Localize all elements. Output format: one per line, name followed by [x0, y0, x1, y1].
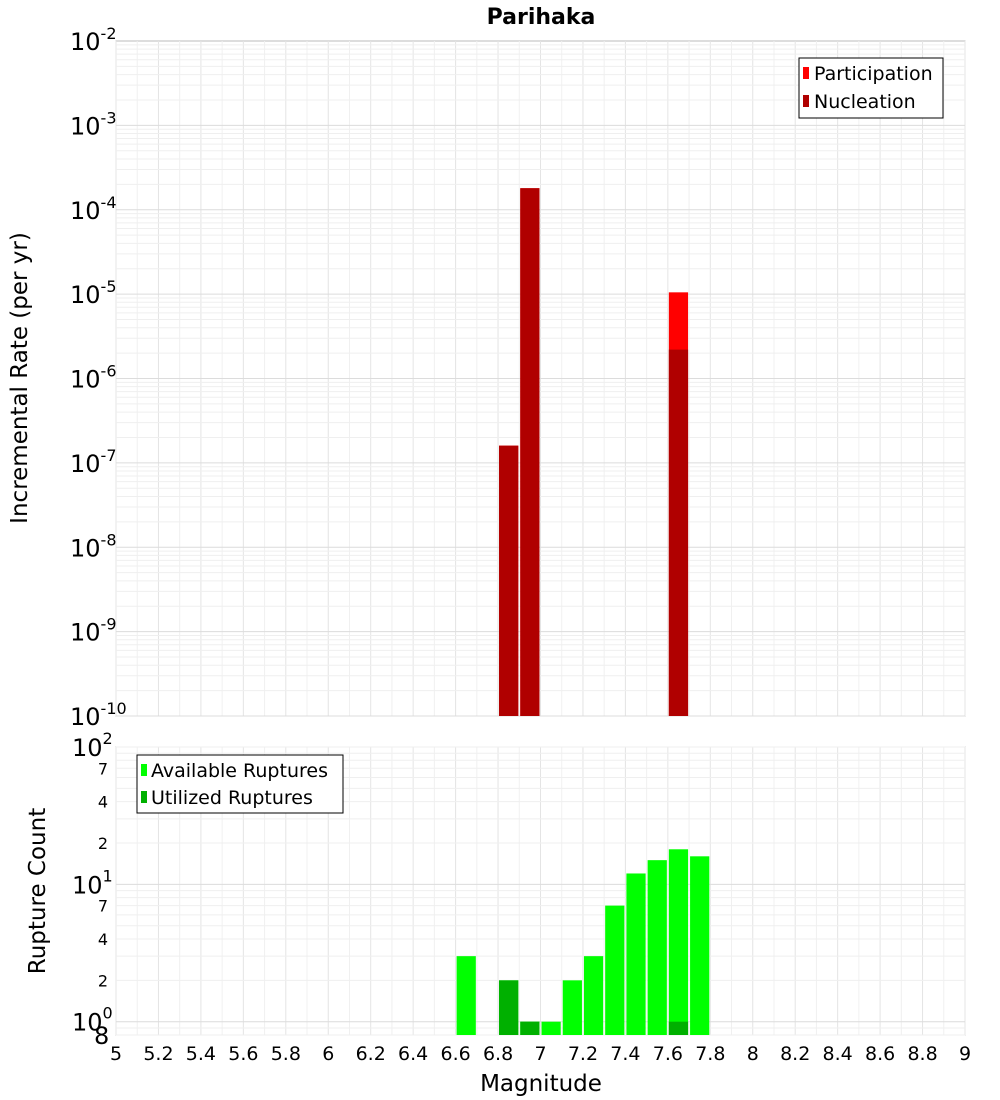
- bar-nucleation-6.85: [499, 445, 519, 716]
- x-tick-label: 7.2: [568, 1043, 598, 1065]
- chart-title: Parihaka: [487, 5, 596, 30]
- x-tick-label: 9: [959, 1043, 971, 1065]
- y-tick-label: 10-9: [70, 615, 117, 647]
- bottom-bars: [456, 849, 710, 1035]
- bar-available-ruptures-7.05: [541, 1021, 561, 1035]
- top-gridlines: [115, 41, 966, 717]
- x-tick-label: 8: [747, 1043, 759, 1065]
- x-axis-label: Magnitude: [480, 1071, 602, 1097]
- y-tick-label: 10-8: [70, 530, 117, 562]
- y-tick-label: 102: [72, 729, 113, 762]
- bar-nucleation-7.65: [668, 349, 689, 716]
- top-legend: Participation Nucleation: [798, 57, 944, 119]
- x-tick-label: 5.6: [228, 1043, 258, 1065]
- y-tick-label: 10-5: [70, 277, 117, 309]
- legend-label-available-ruptures: Available Ruptures: [151, 760, 328, 782]
- x-tick-label: 7.6: [653, 1043, 683, 1065]
- y-tick-label: 10-6: [70, 362, 117, 394]
- y-tick-label: 4: [98, 930, 108, 949]
- legend-swatch-utilized-ruptures: [141, 791, 147, 803]
- bar-available-ruptures-7.35: [605, 905, 625, 1035]
- y-tick-label: 10-7: [70, 446, 117, 478]
- legend-swatch-participation: [803, 67, 809, 79]
- x-tick-label: 8.2: [780, 1043, 810, 1065]
- bar-utilized-ruptures-6.85: [499, 980, 519, 1035]
- top-bars: [499, 188, 689, 717]
- y-tick-label: 2: [98, 834, 108, 853]
- top-legend-box: [798, 57, 944, 119]
- bar-available-ruptures-6.65: [456, 956, 476, 1035]
- legend-swatch-nucleation: [803, 95, 809, 107]
- y-tick-label: 2: [98, 971, 108, 990]
- legend-label-participation: Participation: [814, 63, 933, 85]
- x-tick-label: 8.6: [865, 1043, 895, 1065]
- bar-available-ruptures-7.15: [562, 980, 582, 1035]
- top-y-axis-label: Incremental Rate (per yr): [7, 232, 33, 524]
- legend-swatch-available-ruptures: [141, 764, 147, 776]
- bottom-y-axis-label: Rupture Count: [25, 808, 51, 974]
- y-tick-label: 10-4: [70, 193, 117, 225]
- y-tick-label: 10-2: [70, 24, 117, 56]
- x-tick-label: 6.8: [483, 1043, 513, 1065]
- y-tick-label: 7: [98, 897, 108, 916]
- y-tick-label: 8: [94, 1022, 109, 1050]
- x-tick-label: 5.4: [186, 1043, 216, 1065]
- bar-available-ruptures-7.45: [626, 873, 646, 1035]
- y-tick-label: 10-10: [70, 699, 127, 731]
- x-tick-labels: 5 5.2 5.4 5.6 5.8 6 6.2 6.4 6.6 6.8 7 7.2 7.4 7.6 7.8 8…: [110, 1043, 971, 1065]
- x-tick-label: 8.4: [823, 1043, 853, 1065]
- bottom-legend: Available Ruptures Utilized Ruptures: [136, 754, 344, 814]
- top-y-tick-labels: 10-10 10-9 10-8 10-7 10-6 10-5 10-4 10-3 10-2: [70, 24, 127, 731]
- y-tick-label: 101: [72, 866, 113, 899]
- top-plot-panel: 10-10 10-9 10-8 10-7 10-6 10-5 10-4 10-3 10-2 In…: [7, 24, 966, 731]
- x-tick-label: 8.8: [907, 1043, 937, 1065]
- x-tick-label: 5.8: [271, 1043, 301, 1065]
- y-tick-label: 100: [72, 1004, 113, 1037]
- legend-label-utilized-ruptures: Utilized Ruptures: [151, 787, 313, 809]
- x-tick-label: 7: [534, 1043, 546, 1065]
- y-tick-label: 7: [98, 759, 108, 778]
- bar-available-ruptures-7.65: [668, 849, 689, 1035]
- y-tick-label: 4: [98, 793, 108, 812]
- bar-available-ruptures-7.75: [690, 856, 710, 1035]
- x-tick-label: 7.4: [610, 1043, 640, 1065]
- x-tick-label: 5: [110, 1043, 122, 1065]
- x-tick-label: 7.8: [695, 1043, 725, 1065]
- bottom-legend-box: [136, 754, 344, 814]
- bar-nucleation-6.95: [520, 188, 540, 717]
- bar-available-ruptures-7.55: [647, 860, 667, 1035]
- y-tick-label: 10-3: [70, 108, 117, 140]
- x-tick-label: 6.2: [356, 1043, 386, 1065]
- x-tick-label: 6: [322, 1043, 334, 1065]
- legend-label-nucleation: Nucleation: [814, 91, 916, 113]
- x-tick-label: 6.6: [440, 1043, 470, 1065]
- bar-utilized-ruptures-7.65: [668, 1021, 689, 1035]
- x-tick-label: 6.4: [398, 1043, 428, 1065]
- x-tick-label: 5.2: [143, 1043, 173, 1065]
- bar-available-ruptures-7.25: [583, 956, 604, 1035]
- bar-utilized-ruptures-6.95: [520, 1021, 540, 1035]
